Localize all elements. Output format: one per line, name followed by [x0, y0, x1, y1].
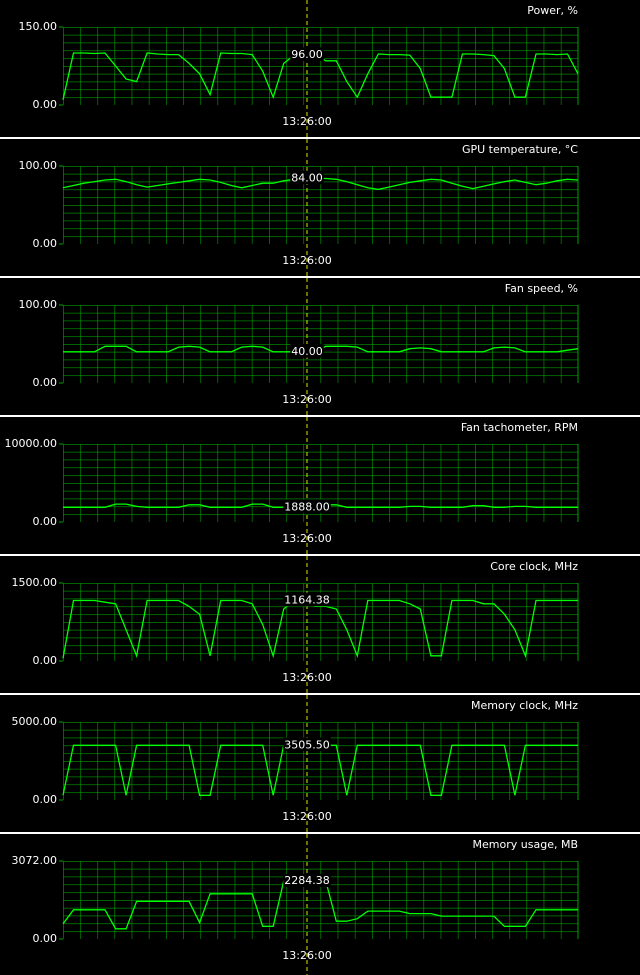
cursor-value-bg — [283, 499, 331, 514]
cursor-value: 1888.00 — [284, 500, 330, 513]
cursor-time: 13:26:00 — [282, 949, 331, 962]
cursor-value: 3505.50 — [284, 738, 330, 751]
chart-title: Memory usage, MB — [473, 838, 578, 851]
chart-panel: Memory clock, MHz 0.00 5000.00 3505.50 13:26… — [0, 693, 640, 832]
y-tick-label: 0.00 — [33, 98, 58, 111]
chart-panel: Core clock, MHz 0.00 1500.00 1164.38 13:26:0… — [0, 554, 640, 693]
cursor-time: 13:26:00 — [282, 393, 331, 406]
y-tick-label: 100.00 — [19, 159, 58, 172]
cursor-value: 84.00 — [291, 171, 323, 184]
cursor-time: 13:26:00 — [282, 115, 331, 128]
chart-title: Fan tachometer, RPM — [461, 421, 578, 434]
y-tick-label: 0.00 — [33, 932, 58, 945]
chart-title: Core clock, MHz — [490, 560, 578, 573]
cursor-time: 13:26:00 — [282, 532, 331, 545]
chart-title: Power, % — [527, 4, 578, 17]
cursor-time: 13:26:00 — [282, 810, 331, 823]
chart-title: Memory clock, MHz — [471, 699, 578, 712]
plot-grid — [63, 722, 578, 800]
cursor-value: 96.00 — [291, 48, 323, 61]
y-tick-label: 0.00 — [33, 237, 58, 250]
cursor-value: 1164.38 — [284, 593, 330, 606]
y-tick-label: 1500.00 — [12, 576, 58, 589]
cursor-value-bg — [283, 737, 331, 752]
chart-panel: GPU temperature, °C 0.00 100.00 84.00 13:26:… — [0, 137, 640, 276]
y-tick-label: 0.00 — [33, 654, 58, 667]
chart-panel: Fan tachometer, RPM 0.00 10000.00 1888.00 13… — [0, 415, 640, 554]
cursor-value-bg — [290, 170, 324, 185]
chart-panel: Fan speed, % 0.00 100.00 40.00 13:26:00 — [0, 276, 640, 415]
cursor-time: 13:26:00 — [282, 254, 331, 267]
data-line — [62, 599, 578, 659]
y-tick-label: 100.00 — [19, 298, 58, 311]
y-tick-label: 0.00 — [33, 376, 58, 389]
y-tick-label: 0.00 — [33, 515, 58, 528]
cursor-value: 40.00 — [291, 345, 323, 358]
chart-panel: Memory usage, MB 0.00 3072.00 2284.38 13:26:… — [0, 832, 640, 975]
cursor-value-bg — [283, 592, 331, 607]
chart-title: Fan speed, % — [505, 282, 578, 295]
y-tick-label: 0.00 — [33, 793, 58, 806]
plot-grid — [63, 305, 578, 383]
cursor-value-bg — [290, 344, 324, 358]
cursor-value-bg — [283, 873, 331, 887]
cursor-value-bg — [290, 47, 324, 61]
cursor-value: 2284.38 — [284, 874, 330, 887]
chart-panel: Power, % 0.00 150.00 96.00 13:26:00 — [19, 0, 579, 137]
y-tick-label: 10000.00 — [5, 437, 58, 450]
chart-title: GPU temperature, °C — [462, 143, 578, 156]
y-tick-label: 5000.00 — [12, 715, 58, 728]
plot-grid — [63, 27, 578, 105]
y-tick-label: 150.00 — [19, 20, 58, 33]
plot-grid — [63, 861, 578, 939]
cursor-time: 13:26:00 — [282, 671, 331, 684]
y-tick-label: 3072.00 — [12, 854, 58, 867]
